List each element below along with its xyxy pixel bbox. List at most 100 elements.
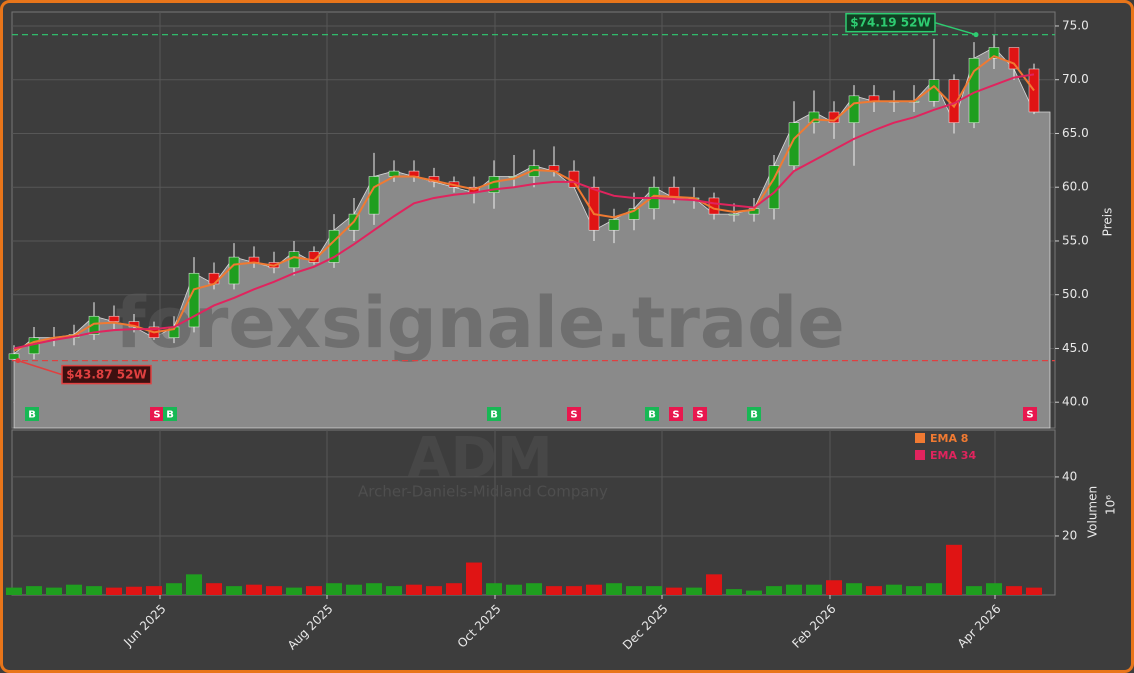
signal-label: B	[750, 410, 758, 421]
y2-tick-label: 20	[1062, 528, 1077, 542]
y-tick-label: 45.0	[1062, 341, 1089, 355]
signal-marker	[163, 407, 177, 421]
watermark-symbol: ADM	[407, 426, 553, 491]
volume-bar	[526, 583, 542, 595]
signal-marker	[567, 407, 581, 421]
candle-body	[788, 122, 800, 166]
y-tick-label: 40.0	[1062, 395, 1089, 409]
volume-bar	[446, 583, 462, 595]
volume-bar	[206, 583, 222, 595]
y-axis-label: Preis	[1101, 208, 1115, 237]
volume-bar	[926, 583, 942, 595]
volume-bar	[846, 583, 862, 595]
volume-bar	[566, 586, 582, 595]
ema-line	[13, 73, 1035, 350]
candle-body	[108, 315, 120, 322]
volume-bar	[906, 586, 922, 595]
volume-bar	[106, 587, 122, 595]
volume-bar	[66, 584, 82, 595]
candle-body	[88, 315, 100, 335]
volume-bar	[426, 586, 442, 595]
volume-bar	[146, 586, 162, 595]
volume-bar	[686, 587, 702, 595]
signal-marker	[747, 407, 761, 421]
signal-marker	[645, 407, 659, 421]
volume-bar	[6, 587, 22, 595]
signal-label: S	[570, 410, 577, 421]
legend-label: EMA 8	[930, 432, 968, 445]
volume-bar	[806, 584, 822, 595]
volume-bar	[226, 586, 242, 595]
signal-label: S	[153, 410, 160, 421]
signal-label: B	[28, 410, 36, 421]
candle-body	[808, 111, 820, 123]
candle-body	[588, 186, 600, 231]
volume-bar	[766, 586, 782, 595]
volume-bar	[1006, 586, 1022, 595]
y-tick-label: 70.0	[1062, 72, 1089, 86]
volume-bar	[26, 586, 42, 595]
volume-bar	[706, 574, 722, 595]
signal-marker	[25, 407, 39, 421]
candle-body	[628, 208, 640, 220]
volume-bar	[366, 583, 382, 595]
volume-bar	[786, 584, 802, 595]
candle-body	[848, 95, 860, 123]
y-tick-label: 50.0	[1062, 287, 1089, 301]
signal-label: B	[490, 410, 498, 421]
volume-bar	[126, 586, 142, 595]
volume-bar	[666, 587, 682, 595]
watermark-company: Archer-Daniels-Midland Company	[358, 483, 608, 501]
legend-swatch	[915, 433, 925, 443]
candle-body	[988, 47, 1000, 59]
legend-label: EMA 34	[930, 449, 976, 462]
volume-bar	[46, 587, 62, 595]
volume-bar	[486, 583, 502, 595]
annotation-label: $43.87 52W	[66, 368, 146, 382]
signal-marker	[487, 407, 501, 421]
annotation-point	[15, 358, 21, 364]
annotation-label: $74.19 52W	[850, 16, 930, 30]
volume-bar	[186, 574, 202, 595]
y2-unit: 10⁶	[1104, 495, 1118, 515]
candle-body	[1008, 47, 1020, 70]
signal-marker	[693, 407, 707, 421]
candle-body	[288, 251, 300, 269]
volume-bar	[606, 583, 622, 595]
candle-body	[228, 256, 240, 285]
volume-bar	[946, 544, 962, 595]
candle-body	[208, 272, 220, 285]
y2-tick-label: 40	[1062, 469, 1077, 483]
annotation-arrow	[17, 359, 63, 376]
legend-swatch	[915, 450, 925, 460]
volume-bar	[966, 586, 982, 595]
y-tick-label: 55.0	[1062, 233, 1089, 247]
annotation-arrow	[934, 21, 977, 36]
candle-body	[8, 353, 20, 360]
annotation-point	[973, 32, 979, 38]
volume-bar	[386, 586, 402, 595]
y2-axis-label: Volumen	[1086, 486, 1100, 538]
signal-marker	[669, 407, 683, 421]
candle-body	[608, 219, 620, 231]
volume-bar	[506, 584, 522, 595]
signal-label: B	[166, 410, 174, 421]
volume-bar	[646, 586, 662, 595]
volume-bar	[726, 589, 742, 595]
volume-bar	[346, 584, 362, 595]
candle-body	[728, 213, 740, 216]
y-tick-label: 65.0	[1062, 126, 1089, 140]
volume-bar	[246, 584, 262, 595]
volume-bar	[746, 590, 762, 595]
candle-body	[668, 186, 680, 199]
volume-bar	[586, 584, 602, 595]
volume-bar	[166, 583, 182, 595]
marks	[6, 34, 1042, 595]
signal-label: S	[1026, 410, 1033, 421]
y-tick-label: 75.0	[1062, 18, 1089, 32]
volume-bar	[306, 586, 322, 595]
ema-line	[13, 54, 1035, 352]
volume-bar	[886, 584, 902, 595]
y-tick-label: 60.0	[1062, 180, 1089, 194]
volume-panel	[11, 429, 1056, 596]
